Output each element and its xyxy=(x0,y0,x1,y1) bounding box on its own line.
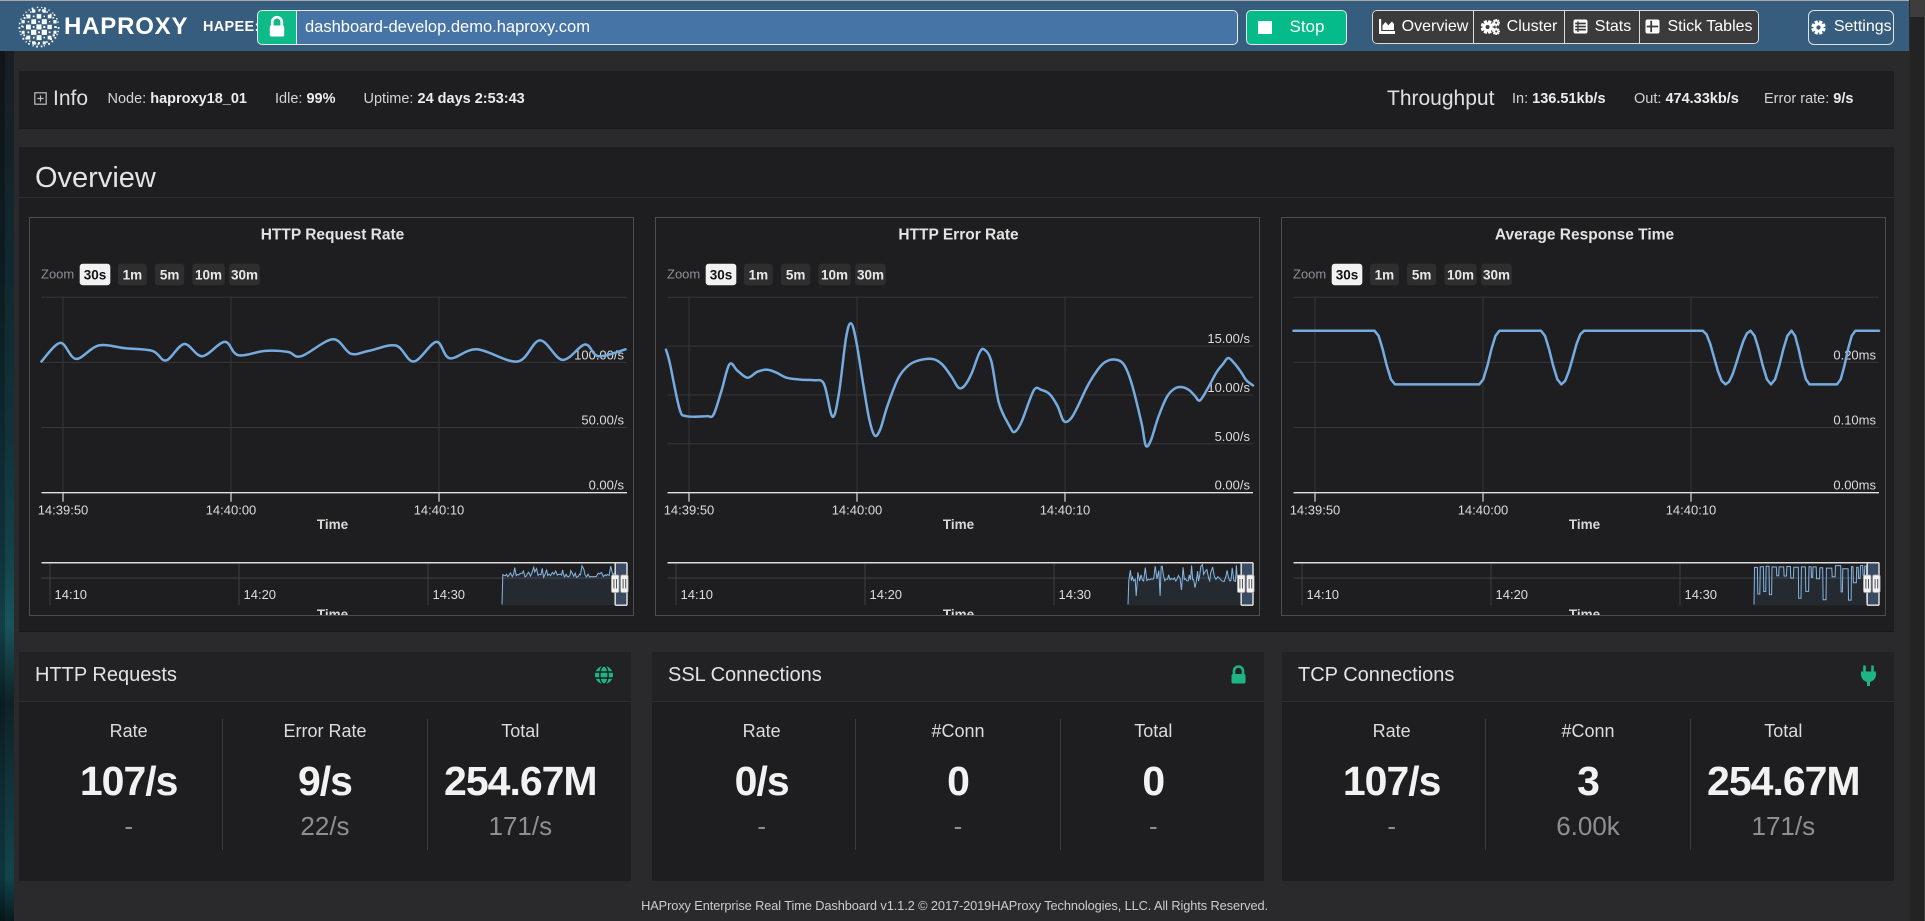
svg-text:14:20: 14:20 xyxy=(243,587,276,602)
svg-text:14:10: 14:10 xyxy=(54,587,87,602)
svg-text:14:40:10: 14:40:10 xyxy=(1039,503,1090,518)
svg-text:14:20: 14:20 xyxy=(869,587,902,602)
svg-text:30m: 30m xyxy=(1482,268,1509,283)
svg-text:14:40:00: 14:40:00 xyxy=(205,503,256,518)
svg-text:Zoom: Zoom xyxy=(667,267,700,282)
svg-text:Time: Time xyxy=(942,517,974,532)
svg-text:15.00/s: 15.00/s xyxy=(1207,331,1250,346)
svg-text:10m: 10m xyxy=(820,268,847,283)
svg-text:Time: Time xyxy=(942,607,974,616)
svg-text:1m: 1m xyxy=(122,268,142,283)
svg-text:Zoom: Zoom xyxy=(1293,267,1326,282)
svg-text:10m: 10m xyxy=(194,268,221,283)
svg-text:14:10: 14:10 xyxy=(680,587,713,602)
svg-text:50.00/s: 50.00/s xyxy=(581,413,624,428)
svg-text:30s: 30s xyxy=(709,268,732,283)
svg-text:HTTP Error Rate: HTTP Error Rate xyxy=(898,227,1019,244)
svg-text:14:40:00: 14:40:00 xyxy=(1457,503,1508,518)
svg-text:100.00/s: 100.00/s xyxy=(574,348,624,363)
svg-text:30s: 30s xyxy=(1335,268,1358,283)
svg-text:14:30: 14:30 xyxy=(1684,587,1717,602)
svg-text:14:40:10: 14:40:10 xyxy=(413,503,464,518)
svg-text:10.00/s: 10.00/s xyxy=(1207,380,1250,395)
svg-text:HTTP Request Rate: HTTP Request Rate xyxy=(260,227,404,244)
svg-text:1m: 1m xyxy=(748,268,768,283)
svg-text:Average Response Time: Average Response Time xyxy=(1494,227,1674,244)
svg-text:0.00/s: 0.00/s xyxy=(1214,478,1250,493)
svg-text:14:30: 14:30 xyxy=(432,587,465,602)
svg-text:14:40:00: 14:40:00 xyxy=(831,503,882,518)
svg-text:14:30: 14:30 xyxy=(1058,587,1091,602)
svg-text:5m: 5m xyxy=(1411,268,1431,283)
svg-text:30s: 30s xyxy=(83,268,106,283)
svg-text:10m: 10m xyxy=(1446,268,1473,283)
svg-text:30m: 30m xyxy=(856,268,883,283)
svg-text:5.00/s: 5.00/s xyxy=(1214,429,1250,444)
svg-text:5m: 5m xyxy=(785,268,805,283)
svg-text:Time: Time xyxy=(1568,517,1600,532)
svg-text:Time: Time xyxy=(1568,607,1600,616)
svg-text:Time: Time xyxy=(316,517,348,532)
svg-text:30m: 30m xyxy=(230,268,257,283)
svg-text:Time: Time xyxy=(316,607,348,616)
svg-text:0.10ms: 0.10ms xyxy=(1833,413,1876,428)
svg-text:0.00ms: 0.00ms xyxy=(1833,478,1876,493)
svg-text:0.00/s: 0.00/s xyxy=(588,478,624,493)
svg-text:Zoom: Zoom xyxy=(41,267,74,282)
svg-text:14:20: 14:20 xyxy=(1495,587,1528,602)
svg-text:14:39:50: 14:39:50 xyxy=(1289,503,1340,518)
svg-text:0.20ms: 0.20ms xyxy=(1833,348,1876,363)
svg-text:14:39:50: 14:39:50 xyxy=(37,503,88,518)
svg-text:1m: 1m xyxy=(1374,268,1394,283)
svg-text:14:10: 14:10 xyxy=(1306,587,1339,602)
svg-text:14:40:10: 14:40:10 xyxy=(1665,503,1716,518)
svg-text:5m: 5m xyxy=(159,268,179,283)
svg-text:14:39:50: 14:39:50 xyxy=(663,503,714,518)
